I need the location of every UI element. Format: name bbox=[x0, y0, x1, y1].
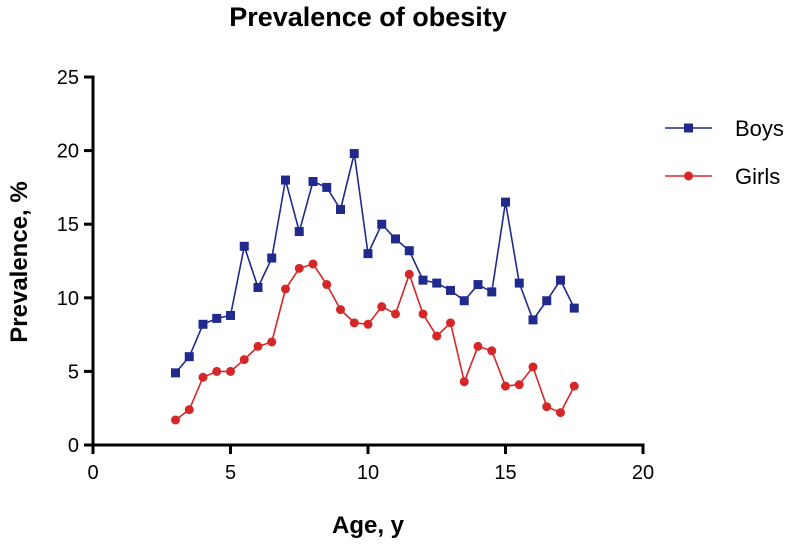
y-tick-label: 5 bbox=[68, 361, 79, 383]
data-point-girls bbox=[239, 355, 249, 365]
chart-title: Prevalence of obesity bbox=[229, 2, 507, 32]
y-tick-label: 15 bbox=[57, 214, 79, 236]
data-point-boys bbox=[391, 234, 400, 244]
x-tick-label: 10 bbox=[357, 462, 379, 484]
data-point-girls bbox=[391, 309, 400, 319]
legend-item-boys: Boys bbox=[665, 116, 784, 141]
data-point-boys bbox=[473, 280, 483, 290]
data-point-boys bbox=[308, 177, 318, 187]
data-point-boys bbox=[239, 241, 249, 251]
data-point-boys bbox=[322, 182, 332, 192]
data-point-boys bbox=[432, 278, 442, 288]
legend-marker-square-icon bbox=[684, 123, 693, 133]
data-point-boys bbox=[514, 278, 524, 288]
data-point-girls bbox=[377, 302, 387, 312]
data-point-girls bbox=[487, 346, 497, 356]
data-point-girls bbox=[294, 263, 304, 273]
data-point-girls bbox=[336, 305, 345, 315]
data-point-girls bbox=[446, 318, 455, 328]
legend-label: Boys bbox=[735, 116, 784, 141]
data-point-girls bbox=[267, 337, 277, 347]
series-boys bbox=[171, 149, 579, 378]
legend: Boys Girls bbox=[665, 116, 784, 189]
data-point-boys bbox=[267, 253, 277, 263]
data-point-boys bbox=[363, 249, 373, 259]
data-point-girls bbox=[556, 408, 565, 418]
data-point-boys bbox=[446, 285, 455, 295]
data-point-girls bbox=[171, 415, 180, 425]
y-tick-label: 10 bbox=[57, 288, 79, 310]
data-point-boys bbox=[528, 315, 538, 325]
data-point-girls bbox=[514, 380, 524, 390]
data-point-boys bbox=[184, 352, 194, 362]
data-point-girls bbox=[212, 366, 222, 376]
data-point-boys bbox=[542, 296, 552, 306]
data-point-girls bbox=[281, 284, 290, 294]
y-tick-label: 25 bbox=[57, 67, 79, 89]
data-point-girls bbox=[432, 331, 442, 341]
data-point-girls bbox=[226, 366, 235, 376]
data-point-girls bbox=[253, 341, 263, 351]
data-point-boys bbox=[487, 287, 497, 297]
series-layer bbox=[171, 149, 579, 425]
data-point-boys bbox=[294, 227, 304, 237]
data-point-girls bbox=[184, 405, 194, 415]
data-point-boys bbox=[556, 275, 565, 285]
y-tick-label: 0 bbox=[68, 435, 79, 457]
data-point-boys bbox=[336, 204, 345, 214]
data-point-girls bbox=[569, 381, 579, 391]
axes: 0 5 10 15 20 25 0 5 10 15 20 bbox=[57, 67, 654, 484]
data-point-girls bbox=[501, 381, 510, 391]
data-point-boys bbox=[281, 175, 290, 185]
data-point-girls bbox=[322, 280, 332, 290]
series-line-boys bbox=[174, 153, 576, 374]
data-point-girls bbox=[363, 319, 373, 329]
x-axis-label: Age, y bbox=[332, 512, 405, 539]
y-axis-label: Prevalence, % bbox=[6, 181, 33, 342]
data-point-boys bbox=[226, 310, 235, 320]
data-point-girls bbox=[349, 318, 359, 328]
y-tick-label: 20 bbox=[57, 141, 79, 163]
data-point-boys bbox=[253, 282, 263, 292]
x-tick-label: 5 bbox=[225, 462, 236, 484]
data-point-boys bbox=[459, 296, 469, 306]
data-point-girls bbox=[542, 402, 552, 412]
legend-label: Girls bbox=[735, 164, 780, 189]
data-point-boys bbox=[404, 246, 414, 256]
x-tick-label: 15 bbox=[494, 462, 516, 484]
series-girls bbox=[171, 259, 579, 425]
data-point-girls bbox=[473, 341, 483, 351]
data-point-girls bbox=[528, 362, 538, 372]
data-point-boys bbox=[418, 275, 428, 285]
data-point-boys bbox=[171, 368, 180, 378]
data-point-boys bbox=[377, 219, 387, 229]
legend-item-girls: Girls bbox=[665, 164, 780, 189]
legend-marker-circle-icon bbox=[684, 171, 693, 181]
data-point-girls bbox=[404, 269, 414, 279]
data-point-boys bbox=[349, 149, 359, 159]
data-point-girls bbox=[418, 309, 428, 319]
x-tick-label: 20 bbox=[632, 462, 654, 484]
data-point-girls bbox=[459, 377, 469, 387]
data-point-girls bbox=[198, 372, 208, 382]
data-point-boys bbox=[212, 313, 222, 323]
data-point-boys bbox=[569, 303, 579, 313]
data-point-girls bbox=[308, 259, 318, 269]
data-point-boys bbox=[501, 197, 510, 207]
x-tick-label: 0 bbox=[87, 462, 98, 484]
data-point-boys bbox=[198, 319, 208, 329]
